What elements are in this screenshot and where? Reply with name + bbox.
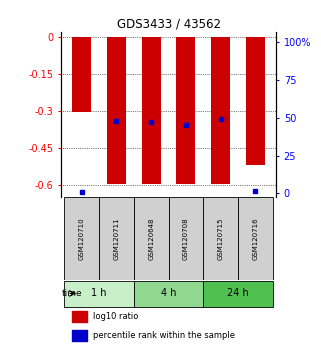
Bar [176,37,195,184]
Text: log10 ratio: log10 ratio [93,312,139,321]
Text: GSM120711: GSM120711 [114,217,119,260]
Text: GSM120716: GSM120716 [252,217,258,260]
FancyBboxPatch shape [134,281,203,307]
FancyBboxPatch shape [203,281,273,307]
Text: GSM120710: GSM120710 [79,217,85,260]
Text: 1 h: 1 h [91,289,107,298]
Bar [72,37,91,112]
Text: GSM120715: GSM120715 [218,217,223,260]
Bar [72,311,87,322]
Text: 4 h: 4 h [161,289,176,298]
Text: 24 h: 24 h [227,289,249,298]
FancyBboxPatch shape [99,197,134,280]
FancyBboxPatch shape [203,197,238,280]
FancyBboxPatch shape [169,197,203,280]
Text: GSM120708: GSM120708 [183,217,189,260]
Title: GDS3433 / 43562: GDS3433 / 43562 [117,18,221,31]
Bar [211,37,230,184]
FancyBboxPatch shape [238,197,273,280]
Bar [107,37,126,184]
Bar [142,37,161,184]
FancyBboxPatch shape [134,197,169,280]
Bar [72,330,87,341]
Text: GSM120648: GSM120648 [148,217,154,260]
Text: percentile rank within the sample: percentile rank within the sample [93,331,235,340]
FancyBboxPatch shape [65,281,134,307]
Bar [246,37,265,165]
FancyBboxPatch shape [65,197,99,280]
Text: time: time [62,289,82,298]
